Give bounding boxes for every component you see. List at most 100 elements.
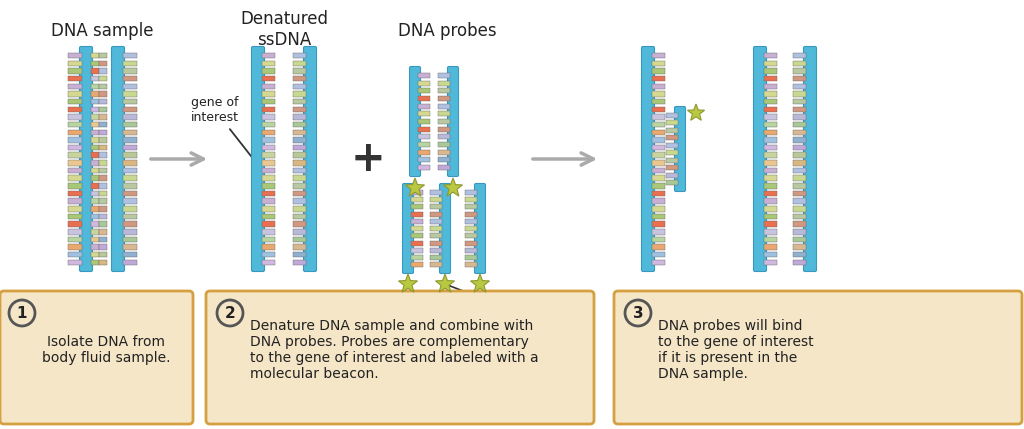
Bar <box>465 219 477 224</box>
Bar <box>68 198 82 204</box>
Bar <box>123 99 137 104</box>
Bar <box>465 233 477 238</box>
Bar <box>68 53 82 58</box>
Bar <box>99 245 106 250</box>
Bar <box>123 160 137 166</box>
Bar <box>123 122 137 127</box>
Bar <box>91 229 99 235</box>
Bar <box>91 84 99 89</box>
Bar <box>652 206 665 211</box>
Bar <box>123 68 137 74</box>
FancyBboxPatch shape <box>439 184 451 274</box>
Bar <box>793 114 806 120</box>
Bar <box>99 175 106 181</box>
Bar <box>123 245 137 250</box>
Bar <box>438 104 450 109</box>
Bar <box>262 106 275 112</box>
Bar <box>430 190 442 195</box>
Bar <box>438 142 450 147</box>
Bar <box>293 260 306 265</box>
Text: Denatured
ssDNA: Denatured ssDNA <box>240 10 328 49</box>
Bar <box>123 53 137 58</box>
Bar <box>418 142 430 147</box>
Bar <box>91 175 99 181</box>
Bar <box>123 76 137 82</box>
Bar <box>91 206 99 211</box>
Bar <box>293 68 306 74</box>
FancyBboxPatch shape <box>252 46 264 272</box>
Bar <box>764 122 777 127</box>
Bar <box>764 160 777 166</box>
Bar <box>91 122 99 127</box>
Bar <box>91 91 99 97</box>
Bar <box>262 145 275 150</box>
Bar <box>418 88 430 94</box>
Bar <box>764 206 777 211</box>
Bar <box>91 114 99 120</box>
Bar <box>293 76 306 82</box>
Bar <box>418 165 430 170</box>
Bar <box>764 152 777 158</box>
Bar <box>99 152 106 158</box>
Bar <box>430 241 442 245</box>
Bar <box>68 237 82 242</box>
Bar <box>793 191 806 196</box>
Bar <box>91 60 99 66</box>
Bar <box>123 84 137 89</box>
Bar <box>793 152 806 158</box>
Bar <box>666 172 678 178</box>
Bar <box>123 260 137 265</box>
Bar <box>666 165 678 170</box>
Bar <box>99 260 106 265</box>
Bar <box>68 137 82 143</box>
Bar <box>793 91 806 97</box>
Bar <box>411 190 423 195</box>
Bar <box>666 158 678 163</box>
Bar <box>652 198 665 204</box>
Bar <box>411 219 423 224</box>
Bar <box>764 221 777 227</box>
Bar <box>99 137 106 143</box>
Bar <box>99 183 106 189</box>
Bar <box>262 137 275 143</box>
Bar <box>764 175 777 181</box>
Bar <box>91 130 99 135</box>
Polygon shape <box>398 274 418 292</box>
Bar <box>99 206 106 211</box>
Bar <box>652 137 665 143</box>
Bar <box>91 106 99 112</box>
Bar <box>123 114 137 120</box>
Bar <box>764 245 777 250</box>
Bar <box>438 134 450 139</box>
Bar <box>764 84 777 89</box>
Bar <box>99 84 106 89</box>
Bar <box>652 221 665 227</box>
Bar <box>438 150 450 154</box>
Bar <box>293 145 306 150</box>
Bar <box>262 60 275 66</box>
Bar <box>293 175 306 181</box>
Bar <box>652 245 665 250</box>
FancyBboxPatch shape <box>474 184 485 274</box>
Bar <box>99 53 106 58</box>
Bar <box>793 84 806 89</box>
Bar <box>793 160 806 166</box>
Bar <box>764 114 777 120</box>
Bar <box>411 233 423 238</box>
Bar <box>68 260 82 265</box>
Bar <box>411 241 423 245</box>
Bar <box>793 53 806 58</box>
Circle shape <box>9 300 35 326</box>
Bar <box>430 255 442 260</box>
Bar <box>418 119 430 124</box>
Bar <box>68 229 82 235</box>
Bar <box>764 229 777 235</box>
Bar <box>465 204 477 209</box>
Bar <box>293 237 306 242</box>
Polygon shape <box>435 274 455 292</box>
Bar <box>293 229 306 235</box>
Bar <box>666 143 678 148</box>
Bar <box>123 175 137 181</box>
Bar <box>293 137 306 143</box>
Bar <box>411 226 423 231</box>
